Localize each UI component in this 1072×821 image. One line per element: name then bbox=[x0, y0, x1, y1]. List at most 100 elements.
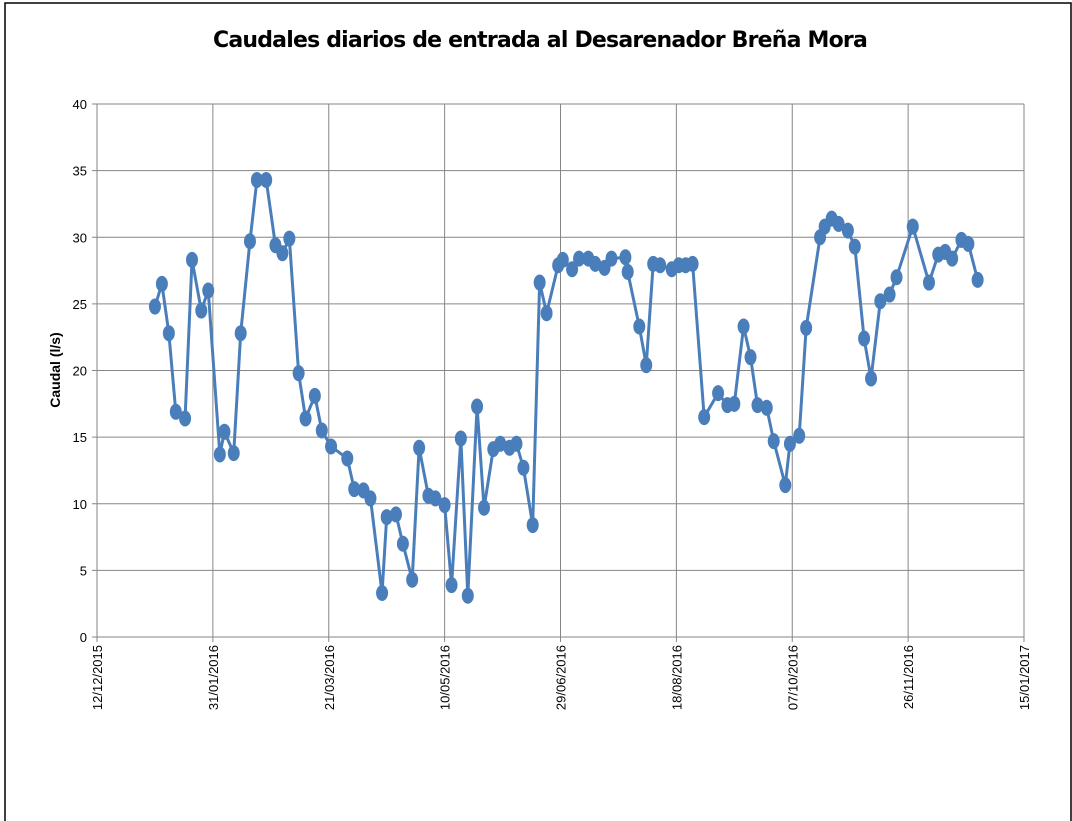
data-point bbox=[533, 274, 546, 291]
data-point bbox=[865, 370, 878, 387]
data-point bbox=[526, 517, 539, 534]
x-tick-label: 26/11/2016 bbox=[901, 645, 916, 709]
chart-title: Caudales diarios de entrada al Desarenad… bbox=[213, 28, 867, 53]
data-point bbox=[478, 499, 491, 516]
x-tick-label: 18/08/2016 bbox=[669, 645, 684, 710]
x-tick-label: 10/05/2016 bbox=[438, 645, 453, 710]
data-point bbox=[276, 245, 289, 262]
data-point bbox=[566, 261, 579, 278]
data-point bbox=[406, 571, 419, 588]
data-point bbox=[621, 263, 634, 280]
data-point bbox=[438, 497, 451, 514]
data-point bbox=[454, 430, 467, 447]
data-point bbox=[179, 410, 192, 427]
data-point bbox=[376, 585, 389, 602]
data-point bbox=[413, 439, 426, 456]
data-point bbox=[832, 215, 845, 232]
data-point bbox=[283, 230, 296, 247]
data-point bbox=[396, 535, 409, 552]
data-point bbox=[243, 233, 256, 250]
data-point bbox=[712, 385, 725, 402]
data-point bbox=[737, 318, 750, 335]
data-point bbox=[155, 275, 168, 292]
y-tick-label: 0 bbox=[80, 630, 87, 645]
data-point bbox=[389, 506, 402, 523]
x-tick-label: 15/01/2017 bbox=[1017, 645, 1032, 710]
data-point bbox=[589, 255, 602, 272]
data-point bbox=[654, 257, 667, 274]
data-point bbox=[308, 387, 321, 404]
data-point bbox=[640, 357, 653, 374]
x-tick-label: 31/01/2016 bbox=[206, 645, 221, 710]
data-point bbox=[250, 171, 263, 188]
data-point bbox=[922, 274, 935, 291]
data-point bbox=[510, 435, 523, 452]
data-point bbox=[260, 171, 273, 188]
data-point bbox=[517, 459, 530, 476]
data-point bbox=[767, 433, 780, 450]
data-point bbox=[218, 423, 231, 440]
data-point bbox=[874, 293, 887, 310]
data-point bbox=[162, 325, 175, 342]
data-point bbox=[605, 250, 618, 267]
data-point bbox=[445, 577, 458, 594]
y-tick-label: 30 bbox=[73, 230, 87, 245]
y-tick-label: 40 bbox=[73, 97, 87, 112]
x-tick-label: 21/03/2016 bbox=[322, 645, 337, 710]
data-point bbox=[227, 445, 240, 462]
data-point bbox=[234, 325, 247, 342]
data-point bbox=[471, 398, 484, 415]
data-point bbox=[906, 218, 919, 235]
data-point bbox=[148, 298, 161, 315]
data-point bbox=[946, 250, 959, 267]
y-tick-label: 20 bbox=[73, 364, 87, 379]
data-point bbox=[728, 395, 741, 412]
data-point bbox=[213, 446, 226, 463]
y-tick-label: 25 bbox=[73, 297, 87, 312]
data-point bbox=[779, 477, 792, 494]
data-point bbox=[364, 490, 377, 507]
data-point bbox=[186, 251, 199, 268]
data-point bbox=[883, 286, 896, 303]
data-point bbox=[556, 251, 569, 268]
data-point bbox=[202, 282, 215, 299]
x-tick-label: 07/10/2016 bbox=[785, 645, 800, 710]
data-point bbox=[751, 397, 764, 414]
data-point bbox=[292, 365, 305, 382]
x-tick-label: 12/12/2015 bbox=[90, 645, 105, 710]
data-point bbox=[380, 509, 393, 526]
data-point bbox=[800, 319, 813, 336]
data-point bbox=[429, 490, 442, 507]
y-tick-label: 10 bbox=[73, 497, 87, 512]
data-point bbox=[540, 305, 553, 322]
data-point bbox=[890, 269, 903, 286]
data-point bbox=[299, 410, 312, 427]
data-point bbox=[325, 438, 338, 455]
data-point bbox=[494, 435, 507, 452]
y-tick-label: 35 bbox=[73, 164, 87, 179]
data-point bbox=[962, 235, 975, 252]
data-point bbox=[783, 435, 796, 452]
data-point bbox=[971, 271, 984, 288]
data-point bbox=[698, 409, 711, 426]
data-point bbox=[348, 481, 361, 498]
y-tick-label: 15 bbox=[73, 430, 87, 445]
data-point bbox=[461, 587, 474, 604]
data-point bbox=[341, 450, 354, 467]
data-point bbox=[744, 349, 757, 366]
data-point bbox=[848, 238, 861, 255]
y-axis-label: Caudal (l/s) bbox=[47, 332, 63, 407]
data-point bbox=[841, 222, 854, 239]
data-point bbox=[686, 255, 699, 272]
data-point bbox=[195, 302, 208, 319]
data-point bbox=[633, 318, 646, 335]
data-point bbox=[619, 249, 632, 266]
data-point bbox=[169, 403, 182, 420]
data-point bbox=[573, 250, 586, 267]
data-point bbox=[858, 330, 871, 347]
data-point bbox=[315, 422, 328, 439]
x-tick-label: 29/06/2016 bbox=[554, 645, 569, 710]
y-tick-label: 5 bbox=[80, 563, 87, 578]
